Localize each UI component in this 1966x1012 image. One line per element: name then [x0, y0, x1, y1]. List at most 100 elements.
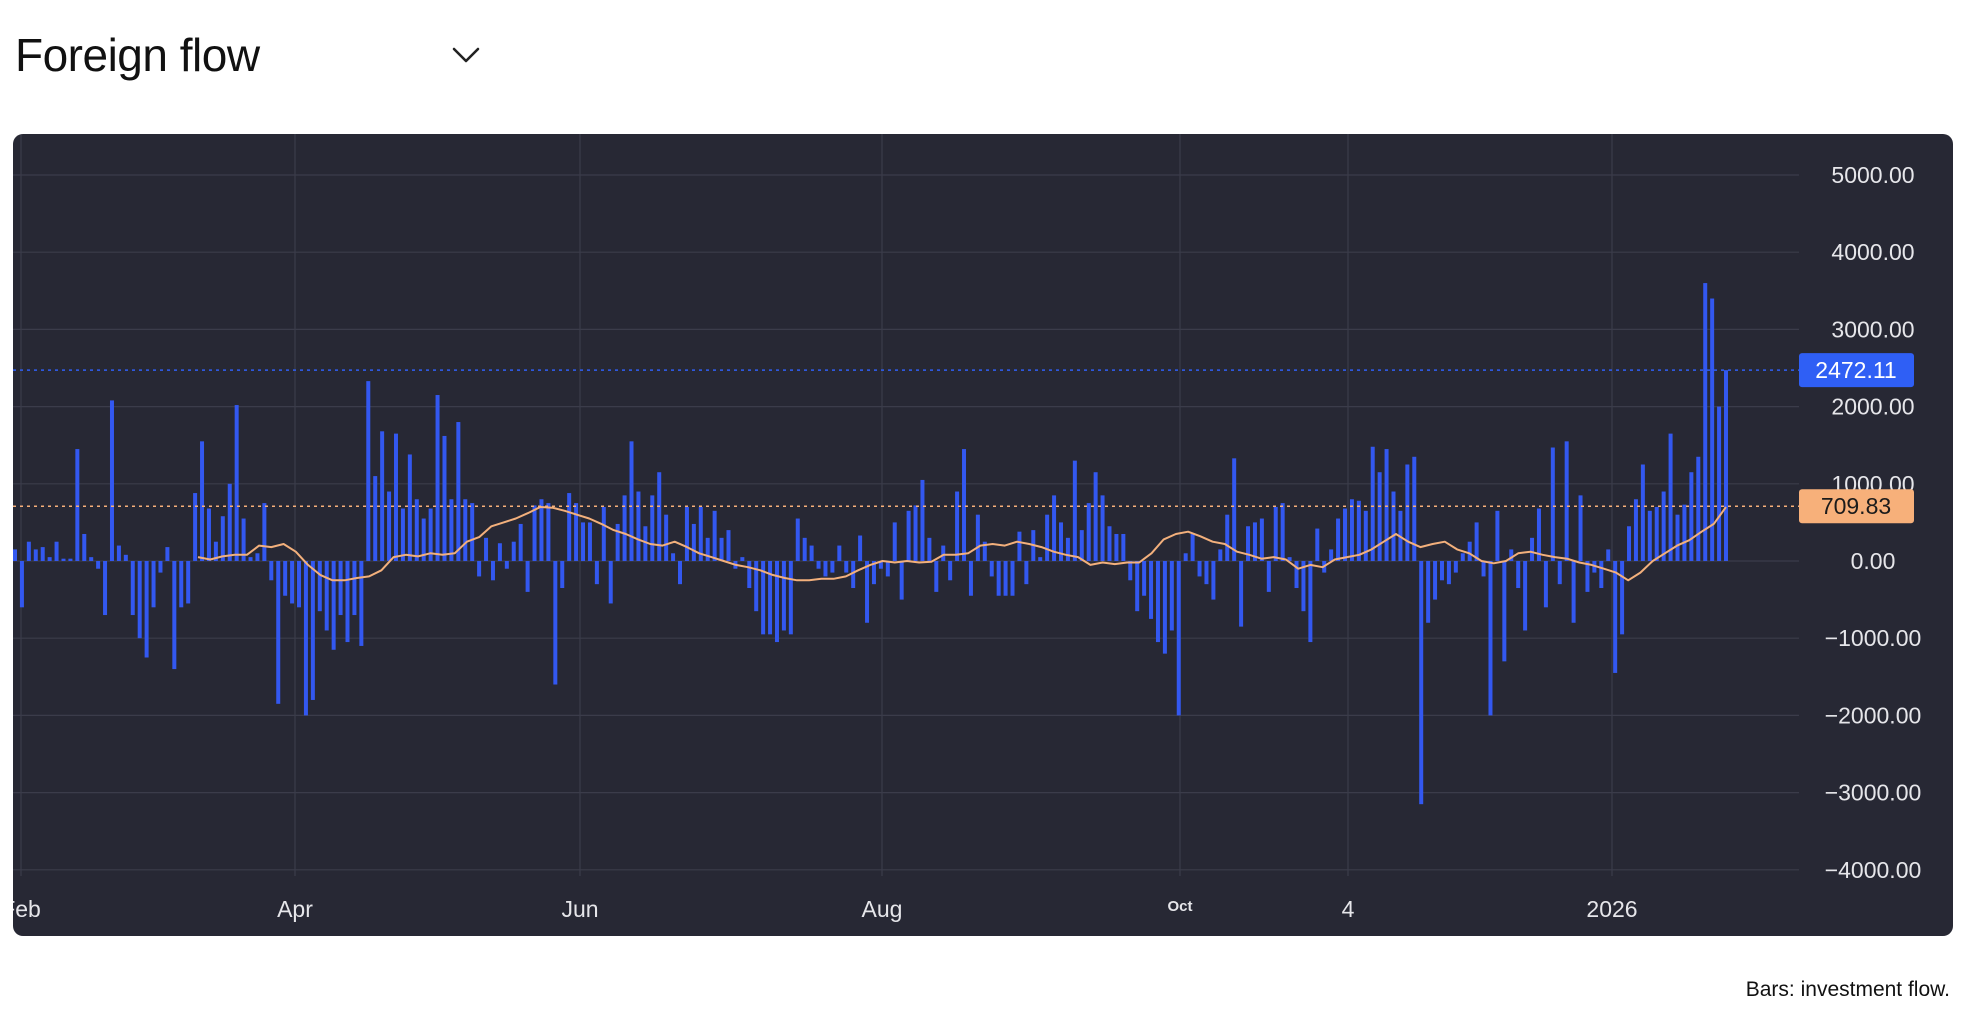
flow-bar	[1343, 508, 1348, 561]
flow-bar	[1460, 553, 1465, 561]
flow-bar	[1065, 537, 1070, 561]
flow-bar	[137, 561, 142, 639]
flow-bar	[657, 472, 662, 561]
flow-bar	[172, 561, 177, 670]
flow-bar	[871, 561, 876, 585]
flow-bar	[1516, 561, 1521, 589]
flow-bar	[1363, 510, 1368, 561]
flow-bar	[40, 547, 45, 561]
flow-bar	[449, 499, 454, 561]
flow-bar	[1613, 561, 1618, 673]
flow-bar	[1336, 518, 1341, 561]
flow-bar	[1682, 504, 1687, 561]
flow-bar	[844, 561, 849, 573]
flow-bar	[1176, 561, 1181, 716]
moving-average-line	[197, 506, 1727, 582]
flow-bar	[1405, 464, 1410, 561]
flow-bar	[622, 495, 627, 561]
flow-bar	[1509, 549, 1514, 561]
flow-bar	[1439, 561, 1444, 581]
y-tick-label: 5000.00	[1831, 162, 1914, 188]
flow-bar	[47, 557, 52, 561]
flow-bar	[934, 561, 939, 592]
flow-bar	[283, 561, 288, 596]
series-selector-dropdown[interactable]	[296, 31, 486, 79]
flow-bar	[1114, 533, 1119, 561]
flow-bar	[1543, 561, 1548, 608]
flow-bar	[608, 561, 613, 604]
flow-bar	[927, 537, 932, 561]
flow-bar	[962, 449, 967, 561]
flow-bar	[719, 537, 724, 561]
flow-bar	[255, 553, 260, 561]
flow-bar	[1467, 541, 1472, 561]
flow-bar	[19, 561, 24, 608]
flow-bar	[144, 561, 149, 658]
flow-bar	[248, 557, 253, 561]
flow-bar	[1121, 533, 1126, 561]
chart-header: Foreign flow	[15, 28, 486, 82]
flow-bar	[317, 561, 322, 612]
flow-bar	[1149, 561, 1154, 619]
flow-bar	[96, 561, 101, 569]
flow-bar	[387, 491, 392, 561]
flow-bar	[206, 508, 211, 561]
flow-bar	[75, 449, 80, 561]
flow-bar	[33, 549, 38, 561]
chevron-down-icon[interactable]	[446, 35, 486, 75]
flow-bar	[1038, 557, 1043, 561]
flow-bar	[1107, 526, 1112, 561]
flow-bar	[331, 561, 336, 650]
flow-bar	[906, 510, 911, 561]
flow-bar	[1017, 531, 1022, 561]
flow-bar	[158, 561, 163, 573]
flow-bar	[615, 523, 620, 561]
price-tag-label: 709.83	[1821, 493, 1891, 519]
flow-bar	[1211, 561, 1216, 600]
flow-bar	[220, 516, 225, 561]
flow-bar	[1266, 561, 1271, 592]
flow-bar	[1218, 549, 1223, 561]
flow-bar	[525, 561, 530, 592]
flow-bar	[103, 561, 108, 616]
flow-bar	[352, 561, 357, 616]
flow-bar	[518, 523, 523, 561]
flow-bar	[276, 561, 281, 704]
flow-bar	[865, 561, 870, 623]
flow-bar	[1668, 433, 1673, 561]
flow-bar	[1294, 561, 1299, 589]
flow-bar	[1391, 491, 1396, 561]
flow-bar	[269, 561, 274, 581]
flow-bar	[241, 518, 246, 561]
flow-bar	[823, 561, 828, 577]
flow-bar	[338, 561, 343, 616]
flow-bar	[975, 514, 980, 561]
flow-bar	[151, 561, 156, 608]
flow-bar	[1536, 508, 1541, 561]
x-tick-label: 2026	[1586, 896, 1637, 922]
flow-bar	[712, 510, 717, 561]
flow-bar	[1488, 561, 1493, 716]
flow-bar	[13, 549, 17, 561]
flow-bar	[684, 506, 689, 561]
flow-bar	[407, 454, 412, 561]
chart-panel[interactable]: 5000.00 4000.00 3000.00 2000.00 1000.00 0.00−…	[13, 134, 1953, 936]
flow-bar	[359, 561, 364, 646]
flow-bar	[747, 561, 752, 589]
flow-bar	[511, 541, 516, 561]
flow-bar	[1183, 553, 1188, 561]
flow-bar	[553, 561, 558, 685]
y-tick-label: 0.00	[1851, 548, 1896, 574]
foreign-flow-chart[interactable]: 5000.004000.003000.002000.001000.000.00−…	[13, 134, 1953, 936]
flow-bar	[165, 547, 170, 561]
flow-bar	[1481, 561, 1486, 577]
flow-bar	[303, 561, 308, 716]
flow-bar	[1606, 549, 1611, 561]
x-tick-label: Apr	[277, 896, 313, 922]
flow-bar	[809, 545, 814, 561]
flow-bar	[68, 558, 73, 561]
flow-bar	[1433, 561, 1438, 600]
flow-bar	[802, 537, 807, 561]
flow-bar	[1273, 506, 1278, 561]
flow-bar	[948, 561, 953, 581]
